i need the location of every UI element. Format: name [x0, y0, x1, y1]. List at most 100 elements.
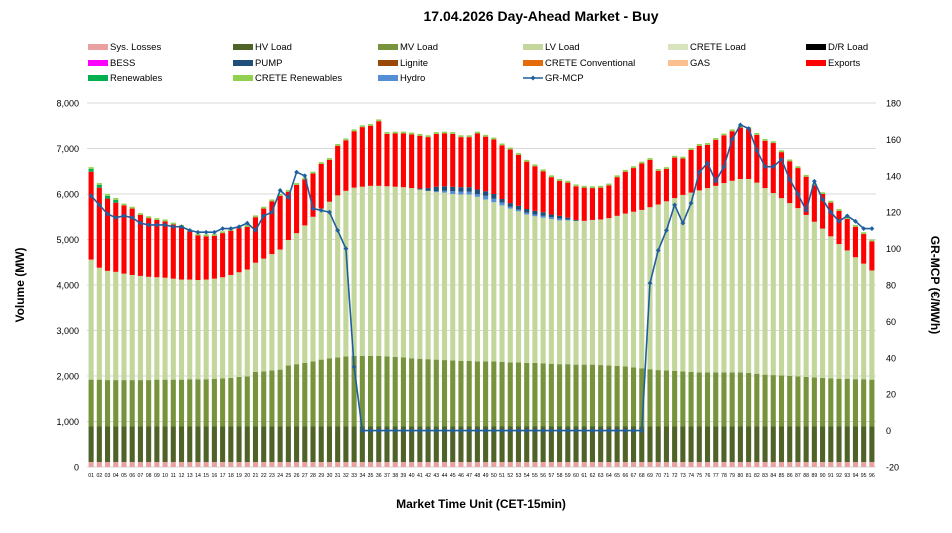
x-tick-label: 44	[442, 473, 448, 479]
bar-segment-sys-losses	[778, 461, 785, 467]
bar-segment-lv-load	[220, 277, 226, 379]
bar-segment-hv-load	[680, 426, 686, 462]
bar-segment-lv-load	[310, 216, 316, 362]
bar-segment-mv-load	[302, 362, 308, 427]
legend-label: GR-MCP	[545, 73, 584, 84]
gr-mcp-point	[129, 215, 135, 221]
bar-segment-crete-renewables	[721, 133, 727, 136]
bar-segment-hv-load	[146, 426, 152, 462]
x-tick-label: 93	[844, 473, 850, 479]
legend-item-renewables: Renewables	[88, 73, 163, 84]
x-tick-label: 69	[647, 473, 653, 479]
bar-segment-crete-renewables	[672, 155, 678, 158]
bar-stack	[655, 168, 661, 467]
bar-segment-crete-renewables	[803, 174, 809, 177]
bar-segment-exports	[351, 131, 357, 188]
bar-segment-hv-load	[376, 426, 382, 462]
y2-tick-label: 140	[886, 171, 901, 181]
bar-segment-mv-load	[458, 360, 464, 427]
gr-mcp-point	[770, 164, 776, 170]
bar-segment-mv-load	[557, 364, 563, 427]
bar-segment-lv-load	[335, 195, 341, 358]
legend-item-hv-load: HV Load	[233, 42, 292, 53]
x-tick-label: 51	[499, 473, 505, 479]
bar-segment-hv-load	[737, 426, 743, 462]
bar-segment-hv-load	[820, 426, 826, 462]
x-tick-label: 35	[368, 473, 374, 479]
bar-segment-pump	[573, 219, 579, 221]
bar-segment-mv-load	[713, 372, 719, 427]
gr-mcp-point	[713, 178, 719, 184]
bar-segment-sys-losses	[737, 461, 743, 467]
bar-stack	[803, 174, 809, 467]
bar-segment-exports	[384, 133, 390, 187]
bar-segment-mv-load	[573, 364, 579, 427]
bar-segment-sys-losses	[548, 461, 554, 467]
bar-segment-exports	[318, 163, 324, 209]
legend-swatch	[88, 60, 108, 66]
bar-segment-exports	[220, 233, 226, 278]
bar-segment-exports	[228, 230, 234, 275]
x-axis-label: Market Time Unit (CET-15min)	[396, 497, 566, 511]
bar-segment-lv-load	[811, 221, 817, 378]
bar-segment-lv-load	[606, 218, 612, 366]
bar-segment-exports	[466, 137, 472, 188]
bar-stack	[795, 166, 801, 467]
bar-segment-mv-load	[729, 372, 735, 427]
bar-segment-sys-losses	[598, 461, 604, 467]
bar-segment-mv-load	[252, 371, 259, 427]
bar-segment-pump	[548, 214, 554, 218]
bar-segment-mv-load	[762, 374, 768, 427]
x-tick-label: 39	[401, 473, 407, 479]
bar-segment-exports	[137, 214, 143, 276]
x-tick-label: 47	[466, 473, 472, 479]
bar-segment-mv-load	[598, 365, 604, 427]
bar-segment-lv-load	[113, 271, 119, 381]
bar-stack	[359, 125, 365, 467]
gr-mcp-point	[261, 213, 267, 219]
x-tick-label: 75	[696, 473, 702, 479]
legend-label: Lignite	[400, 58, 428, 69]
bar-stack	[524, 159, 530, 467]
gr-mcp-point	[376, 428, 382, 433]
bar-segment-hv-load	[704, 426, 711, 462]
bar-segment-mv-load	[803, 376, 809, 427]
gr-mcp-point	[507, 428, 513, 433]
bar-segment-mv-load	[844, 378, 850, 427]
bar-segment-exports	[811, 185, 817, 222]
x-tick-label: 03	[105, 473, 111, 479]
gr-mcp-point	[532, 428, 538, 433]
bar-segment-lv-load	[795, 208, 801, 377]
bar-segment-exports	[392, 133, 398, 187]
bar-segment-mv-load	[376, 355, 382, 427]
bar-segment-sys-losses	[499, 461, 505, 467]
bar-segment-pump	[483, 191, 489, 196]
bar-segment-lv-load	[828, 236, 834, 379]
gr-mcp-point	[310, 206, 316, 211]
x-tick-label: 73	[680, 473, 686, 479]
bar-segment-exports	[737, 127, 743, 179]
bar-segment-exports	[359, 127, 365, 187]
gr-mcp-point	[220, 226, 226, 231]
bar-segment-lv-load	[581, 220, 587, 365]
bar-stack	[869, 239, 875, 467]
bar-segment-crete-renewables	[589, 186, 596, 189]
bar-segment-crete-renewables	[203, 234, 209, 237]
bar-segment-hv-load	[639, 426, 645, 462]
bar-segment-mv-load	[515, 362, 522, 427]
bar-stack	[746, 127, 752, 467]
bar-segment-crete-renewables	[778, 150, 785, 153]
bar-segment-mv-load	[228, 377, 234, 427]
bar-segment-hv-load	[104, 426, 111, 462]
bar-segment-lv-load	[499, 205, 505, 362]
bar-segment-crete-renewables	[318, 162, 324, 164]
gr-mcp-point	[483, 428, 489, 433]
bar-segment-crete-renewables	[622, 169, 628, 172]
legend-swatch	[233, 44, 253, 50]
bar-segment-lv-load	[713, 185, 719, 373]
bar-segment-crete-renewables	[869, 239, 875, 242]
bar-segment-sys-losses	[688, 461, 694, 467]
bar-segment-hv-load	[557, 426, 563, 462]
bar-segment-pump	[466, 187, 472, 192]
bar-segment-hv-load	[622, 426, 628, 462]
